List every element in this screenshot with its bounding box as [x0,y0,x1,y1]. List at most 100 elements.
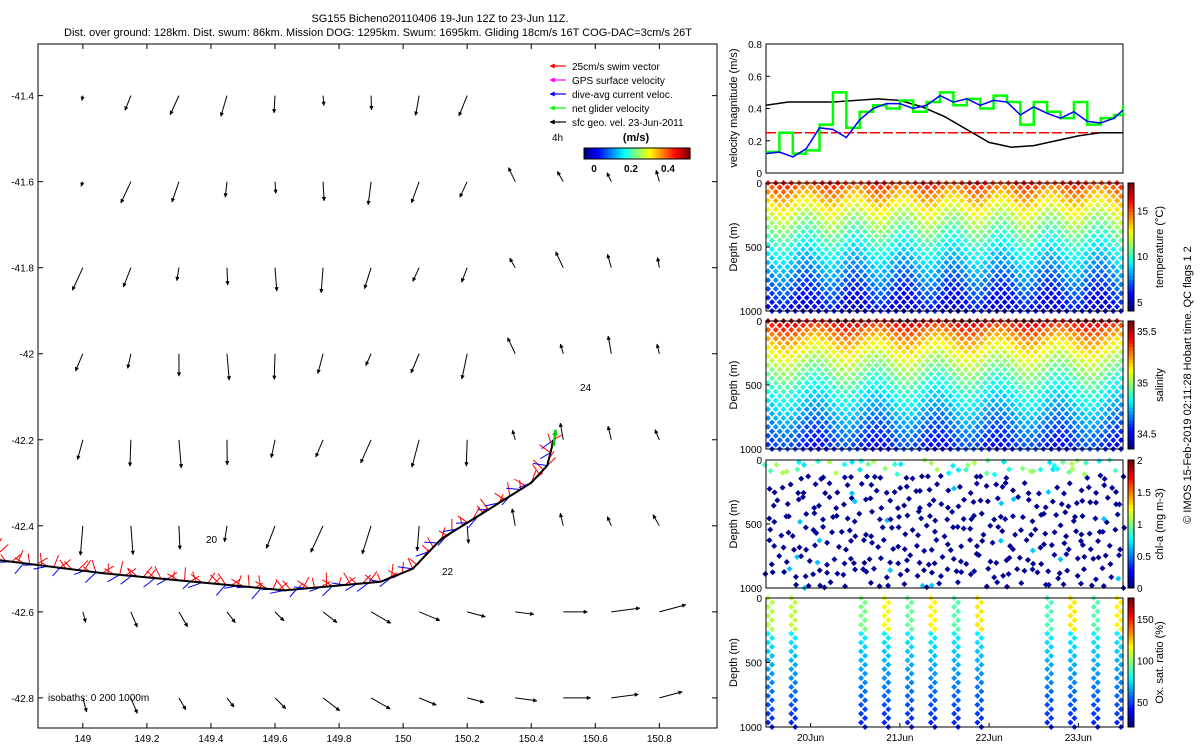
section-point [896,259,903,266]
section-point [955,340,962,347]
velocity-ytick-label: 0.4 [748,105,762,116]
section-point [1059,344,1066,351]
section-point [1063,202,1070,209]
section-point [1032,237,1039,244]
section-point [1067,423,1074,430]
section-point [1028,406,1035,413]
section-colorbar-segment [1128,330,1134,335]
section-point [877,322,884,329]
section-point [986,322,993,329]
section-point [815,281,822,288]
section-point [815,322,822,329]
section-point [776,331,783,338]
section-point [1055,348,1062,355]
section-point [1090,388,1097,395]
section-point [1094,246,1101,253]
section-point [1110,184,1117,191]
section-point [1048,281,1055,288]
section-point [1090,277,1097,284]
section-point [982,224,989,231]
section-point [877,401,884,408]
section-point [920,197,927,204]
section-colorbar-segment [1128,445,1134,450]
section-point [811,406,818,413]
section-colorbar-segment [1128,240,1134,245]
section-point [989,432,996,439]
section-point [858,648,865,655]
section-point [1071,437,1078,444]
section-point [801,461,808,468]
legend-arrow [549,63,566,69]
section-point [982,379,989,386]
current-vector-arrow [315,439,324,458]
section-colorbar-segment [1128,394,1134,399]
section-point [1032,219,1039,226]
current-vector-arrow [321,95,326,107]
section-point [838,272,845,279]
section-point [769,322,775,329]
section-point [970,228,977,235]
section-point [783,468,790,475]
section-point [943,232,950,239]
section-point [823,290,830,297]
section-point [834,215,841,222]
section-point [796,268,803,275]
section-point [800,228,807,235]
section-point [1048,366,1055,373]
section-colorbar-segment [1128,656,1134,660]
section-point [769,375,775,382]
section-colorbar-segment [1128,279,1134,283]
section-point [912,241,919,248]
section-point [788,241,795,248]
section-point [1082,303,1089,310]
section-point [873,303,880,310]
section-point [1051,250,1058,257]
current-vector-arrow [124,95,132,111]
section-point [893,272,900,279]
section-point [896,362,903,369]
section-point [908,375,915,382]
section-point [803,326,810,333]
section-point [1032,419,1039,426]
section-point [1013,303,1020,310]
section-colorbar-segment [1128,298,1134,302]
track-map: 149 149.2 149.4 149.6 149.8 150 150.2 150.4 150.… [0,43,718,745]
colorbar-segment [632,148,635,159]
section-point [896,303,903,310]
current-vector-arrow [178,697,187,711]
section-point [958,277,965,284]
section-point [916,281,923,288]
section-colorbar-segment [1128,365,1134,370]
section-point [1063,219,1070,226]
section-point [815,263,822,270]
section-point [1005,423,1012,430]
section-point [904,675,911,682]
section-point [1082,197,1089,204]
section-point [827,397,834,404]
section-point [1067,692,1074,699]
section-point [827,379,834,386]
section-point [966,326,973,333]
section-point [1024,340,1031,347]
section-point [1044,206,1051,213]
section-point [1020,344,1027,351]
section-points [761,457,1128,591]
section-point [1071,322,1078,329]
section-point [1110,210,1117,217]
section-point [819,397,826,404]
section-point [931,281,938,288]
section-point [1059,215,1066,222]
section-point [885,661,892,668]
section-point [1009,357,1016,364]
section-point [920,415,927,422]
map-ytick-label: -41.6 [11,178,34,189]
section-point [796,326,803,333]
section-point [877,474,884,481]
section-point [885,348,892,355]
section-point [792,706,799,713]
section-point [993,263,1000,270]
section-point [979,537,986,544]
section-point [1097,472,1104,479]
section-point [928,460,935,467]
section-point [950,524,957,531]
